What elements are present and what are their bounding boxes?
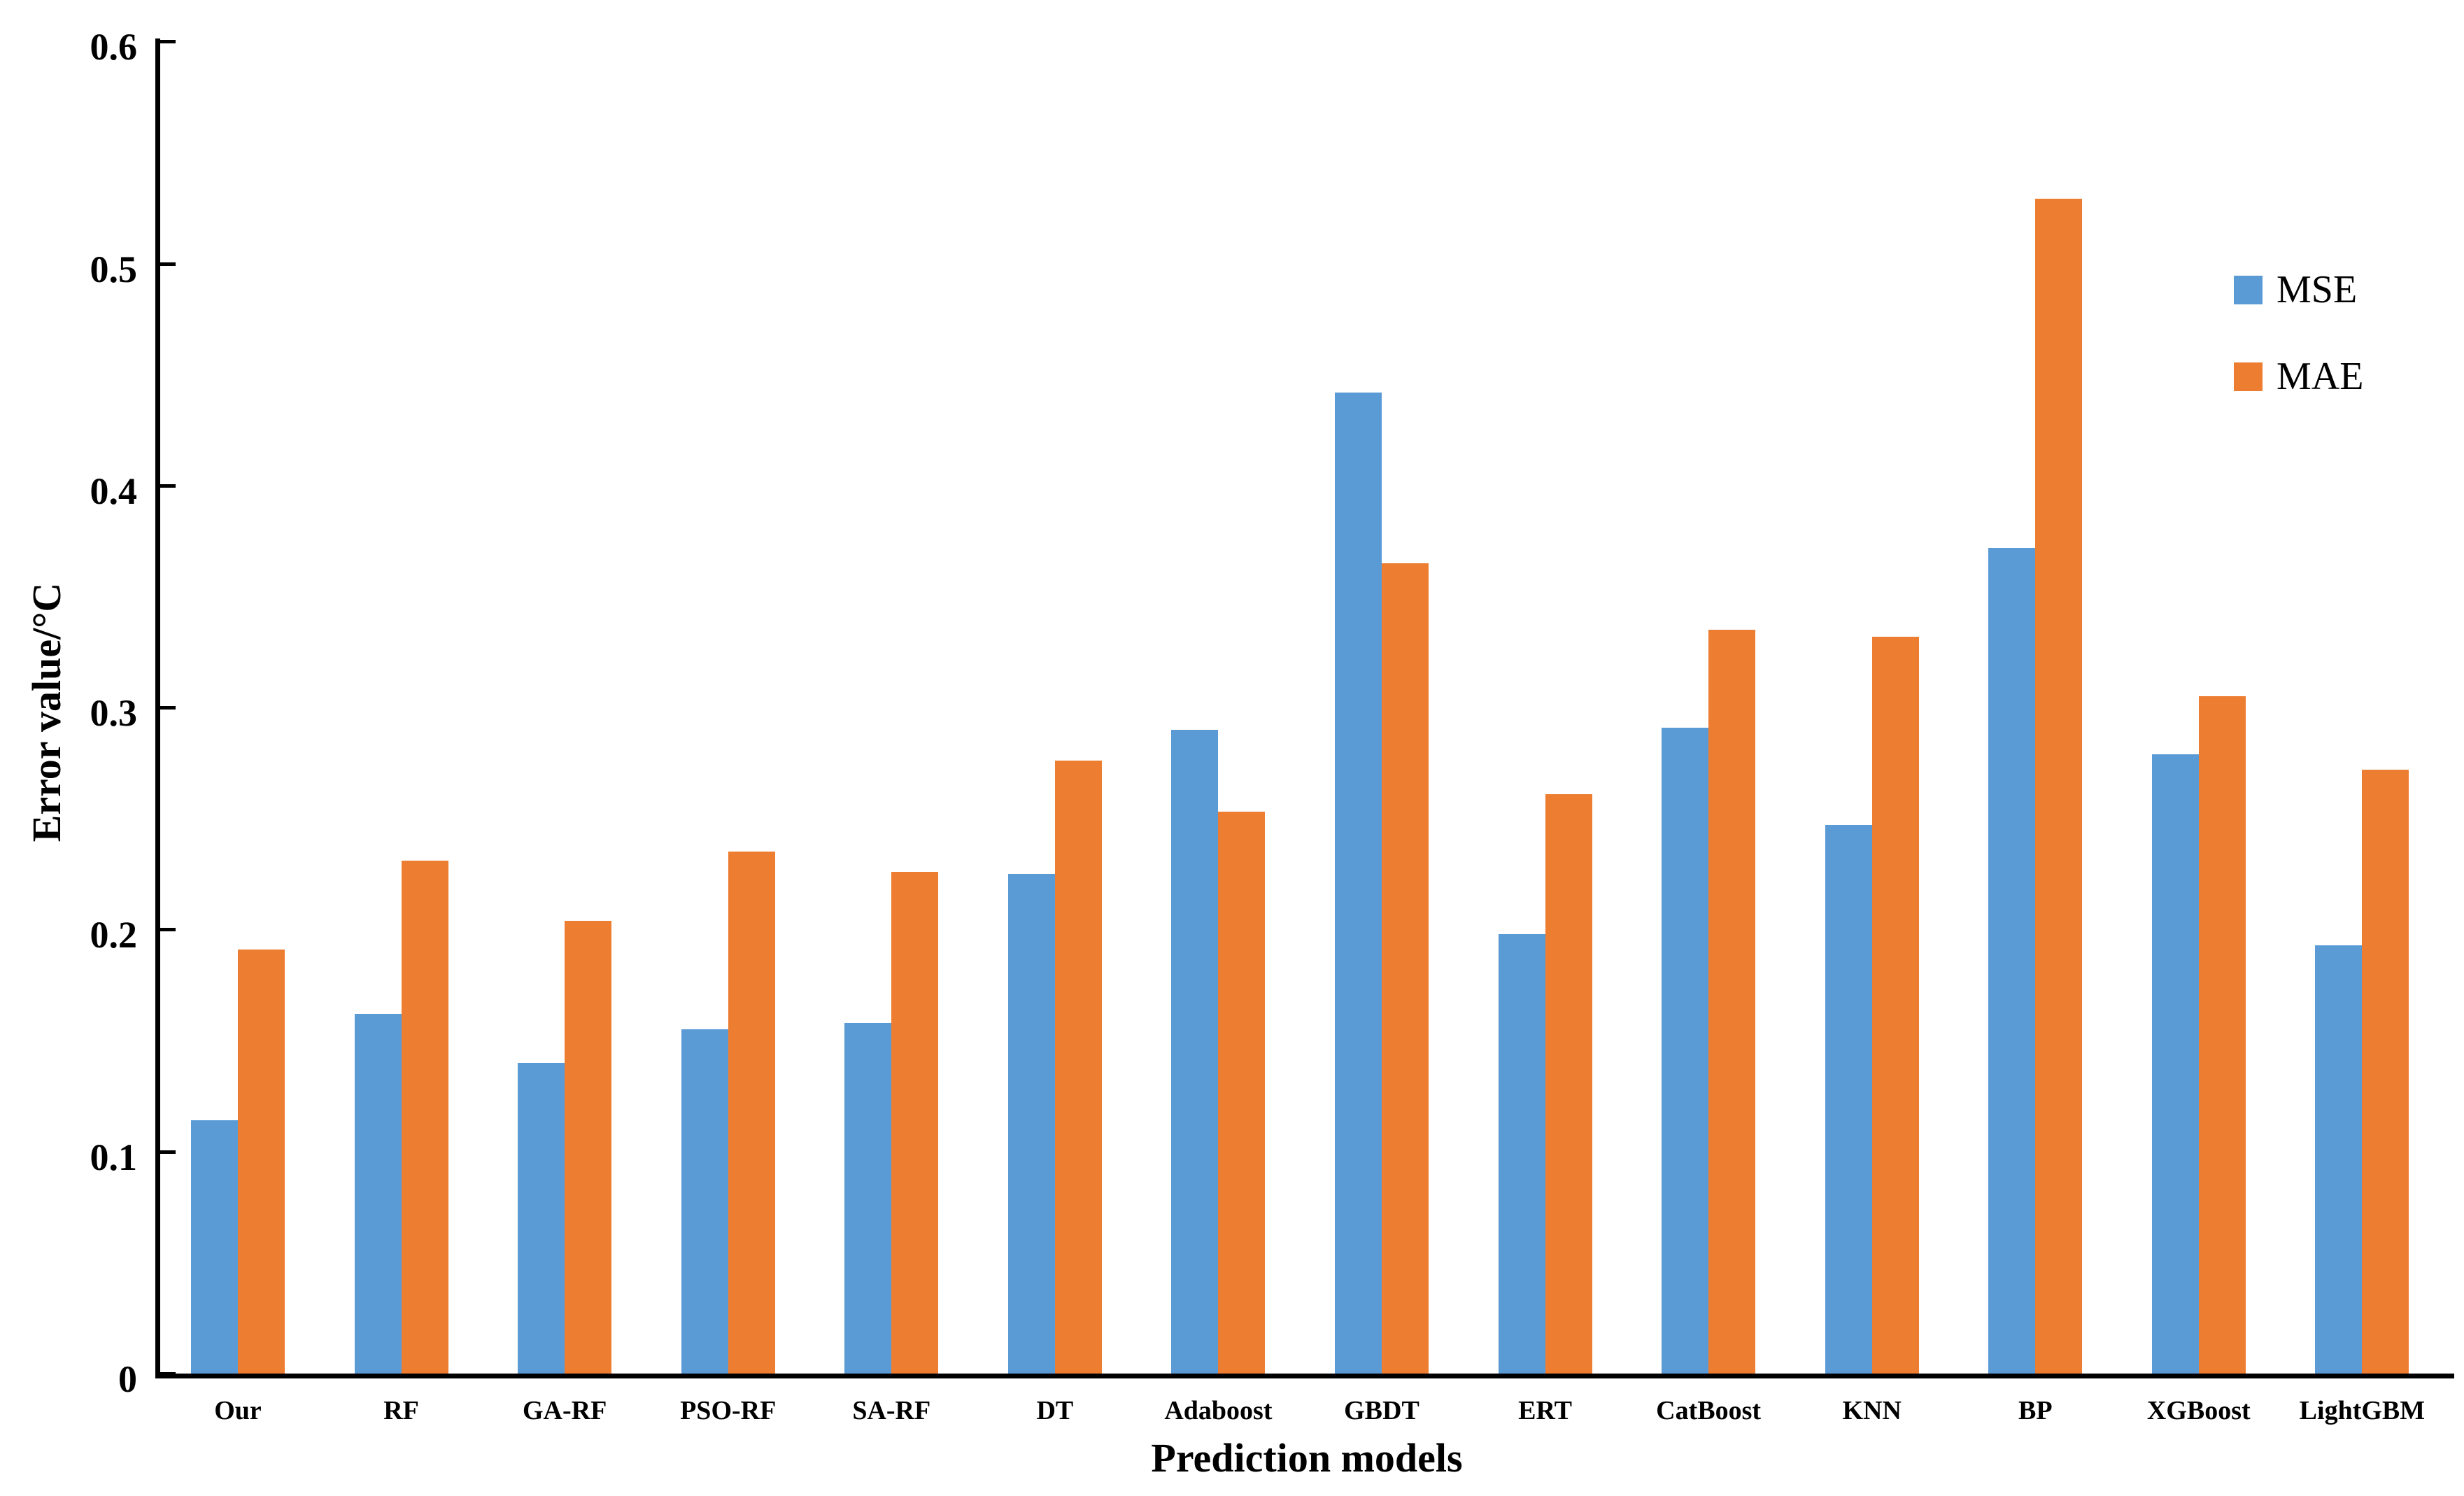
bar-mse-catboost (1662, 727, 1709, 1374)
y-axis-tick-label: 0.2 (90, 914, 138, 957)
bar-mse-bp (1988, 547, 2036, 1374)
bar-mae-ga-rf (565, 920, 612, 1374)
legend-item-mse: MSE (2234, 270, 2357, 309)
x-axis-label-lightgbm: LightGBM (2299, 1396, 2426, 1425)
bar-mae-knn (1871, 636, 1919, 1374)
mse-legend-swatch (2234, 275, 2263, 304)
y-axis-tick (160, 262, 176, 266)
mae-legend-label: MAE (2277, 355, 2364, 398)
bar-mse-gbdt (1334, 392, 1382, 1374)
y-axis-tick (160, 1150, 176, 1154)
bar-mae-catboost (1708, 630, 1756, 1374)
mse-legend-label: MSE (2277, 268, 2358, 311)
bar-mse-dt (1007, 874, 1055, 1374)
mae-legend-swatch (2234, 362, 2263, 391)
bar-mse-ert (1498, 933, 1545, 1374)
x-axis-label-rf: RF (383, 1396, 419, 1425)
bar-mae-xgboost (2198, 696, 2246, 1374)
bar-mae-ert (1545, 793, 1592, 1374)
bar-mae-gbdt (1381, 563, 1429, 1374)
x-axis-label-adaboost: Adaboost (1164, 1396, 1273, 1425)
y-axis-tick-label: 0.5 (90, 248, 138, 290)
bar-mse-lightgbm (2315, 945, 2363, 1374)
bar-mse-pso-rf (681, 1029, 728, 1374)
x-axis-label-xgboost: XGBoost (2146, 1396, 2251, 1425)
x-axis-label-ga-rf: GA-RF (522, 1396, 607, 1425)
y-axis-tick (160, 40, 176, 44)
y-axis-tick-label: 0.4 (90, 470, 138, 512)
bar-mae-our (238, 949, 285, 1374)
x-axis-label-knn: KNN (1842, 1396, 1902, 1425)
bar-mae-lightgbm (2362, 769, 2409, 1374)
bar-mae-rf (401, 861, 448, 1374)
bar-mae-sa-rf (891, 871, 939, 1374)
bar-mae-pso-rf (728, 852, 775, 1374)
y-axis-tick-label: 0.6 (90, 26, 138, 69)
x-axis-title: Prediction models (1151, 1435, 1463, 1481)
legend-item-mae: MAE (2234, 357, 2363, 396)
x-axis-label-gbdt: GBDT (1344, 1396, 1419, 1425)
x-axis-label-ert: ERT (1518, 1396, 1572, 1425)
bar-mae-dt (1054, 761, 1102, 1374)
y-axis-line (155, 38, 160, 1378)
x-axis-label-dt: DT (1036, 1396, 1074, 1425)
x-axis-label-pso-rf: PSO-RF (680, 1396, 777, 1425)
bar-mae-adaboost (1218, 812, 1266, 1374)
y-axis-tick (160, 928, 176, 932)
bar-mse-ga-rf (518, 1062, 565, 1374)
bar-mse-sa-rf (844, 1022, 892, 1374)
bar-mse-adaboost (1171, 729, 1219, 1374)
bar-mse-rf (354, 1013, 402, 1374)
y-axis-tick (160, 706, 176, 710)
x-axis-label-sa-rf: SA-RF (852, 1396, 931, 1425)
y-axis-tick-label: 0 (118, 1358, 137, 1400)
x-axis-label-bp: BP (2018, 1396, 2053, 1425)
bar-mse-knn (1825, 825, 1872, 1374)
y-axis-tick (160, 484, 176, 488)
y-axis-tick-label: 0.1 (90, 1136, 138, 1178)
bar-mse-xgboost (2151, 754, 2199, 1374)
bar-mse-our (191, 1120, 238, 1374)
bar-mae-bp (2035, 199, 2083, 1374)
x-axis-line (155, 1374, 2454, 1378)
y-axis-tick-label: 0.3 (90, 692, 138, 735)
x-axis-label-catboost: CatBoost (1656, 1396, 1762, 1425)
x-axis-label-our: Our (214, 1396, 262, 1425)
